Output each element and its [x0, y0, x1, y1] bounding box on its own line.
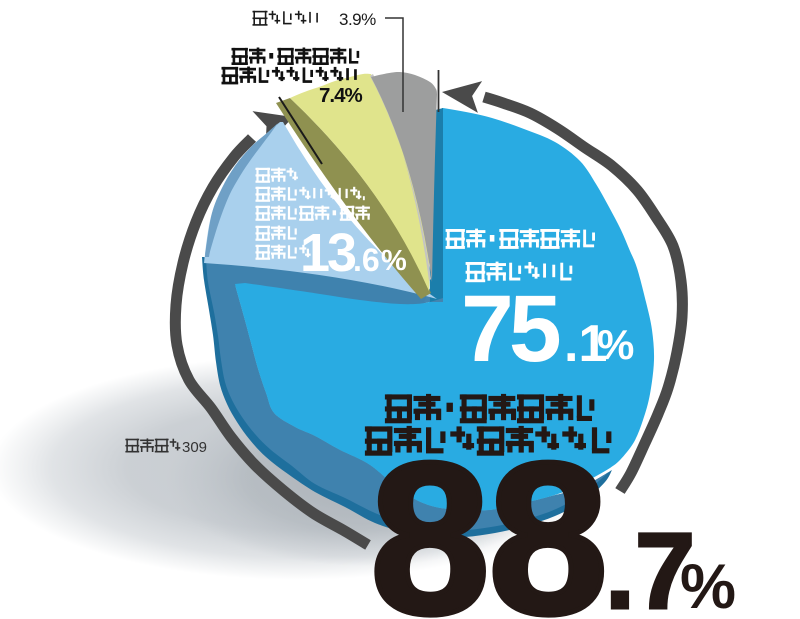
svg-text:13: 13 — [300, 223, 356, 283]
svg-text:.7: .7 — [605, 510, 695, 619]
svg-text:3.9%: 3.9% — [339, 10, 376, 29]
svg-text:309: 309 — [182, 439, 207, 456]
svg-text:75: 75 — [461, 276, 560, 382]
svg-text:%: % — [597, 321, 634, 368]
svg-text:88: 88 — [370, 417, 606, 619]
svg-text:%: % — [680, 552, 736, 619]
svg-text:%: % — [381, 245, 407, 277]
svg-text:.6: .6 — [353, 242, 380, 278]
svg-text:7.4%: 7.4% — [319, 84, 362, 107]
svg-text:.1: .1 — [564, 315, 607, 373]
